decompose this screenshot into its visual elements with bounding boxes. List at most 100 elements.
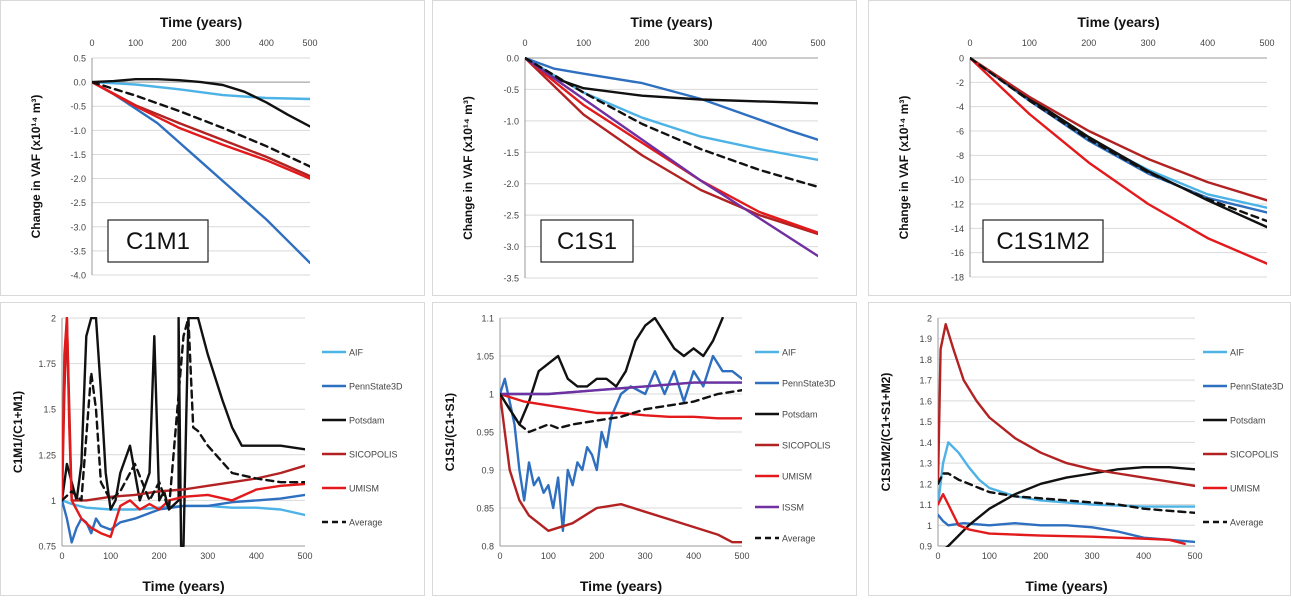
series-line-aif <box>938 441 1195 508</box>
y-tick-label: -4.0 <box>70 271 86 281</box>
series-line-average <box>970 57 1267 223</box>
x-tick-label: 100 <box>541 551 556 561</box>
y-tick-label: 0.9 <box>481 466 494 476</box>
y-tick-label: -18 <box>951 273 964 283</box>
legend-label: Potsdam <box>349 416 385 426</box>
x-tick-label: 100 <box>982 551 997 561</box>
x-tick-label: 0 <box>967 38 972 48</box>
chart-title: Time (years) <box>160 14 242 30</box>
series-line-umism <box>938 493 1186 546</box>
x-tick-label: 400 <box>686 551 701 561</box>
x-tick-label: 100 <box>1022 38 1037 48</box>
x-tick-label: 500 <box>810 38 825 48</box>
chart-p4: 2 1.75 1.5 1.25 1 0.750 100 200 300 400 500 Time (y… <box>0 302 425 596</box>
legend-label: UMISM <box>1230 484 1260 494</box>
y-tick-label: 1.2 <box>919 479 932 489</box>
y-tick-label: -3.5 <box>503 274 519 284</box>
series-group <box>938 323 1195 547</box>
y-tick-label: -2.5 <box>70 198 86 208</box>
series-line-pennstate3d <box>525 57 818 141</box>
legend-label: Potsdam <box>782 410 818 420</box>
y-tick-label: 1.9 <box>919 334 932 344</box>
y-tick-label: 0.0 <box>506 54 519 64</box>
series-line-issm <box>525 57 818 258</box>
y-tick-label: -3.0 <box>503 242 519 252</box>
chart-p1: 0.5 0.0 -0.5 -1.0 -1.5 -2.0 -2.5 -3.0 -3.5 -4.0 0 1… <box>0 0 425 296</box>
legend-label: SICOPOLIS <box>1230 450 1279 460</box>
series-line-sicopolis <box>525 57 818 236</box>
label-box <box>982 219 1104 263</box>
panel-frame <box>0 0 425 296</box>
y-tick-label: -2 <box>956 78 964 88</box>
series-group <box>92 77 310 265</box>
x-tick-label: 300 <box>215 38 230 48</box>
y-tick-label: 1 <box>927 521 932 531</box>
y-tick-label: -1.5 <box>503 148 519 158</box>
y-tick-label: 1.4 <box>919 438 932 448</box>
x-tick-label: 200 <box>1081 38 1096 48</box>
x-axis-label: Time (years) <box>1025 578 1107 594</box>
label-box <box>540 219 634 263</box>
y-tick-label: 0.75 <box>38 542 56 552</box>
y-tick-label: -8 <box>956 151 964 161</box>
series-line-pennstate3d <box>92 80 310 265</box>
legend-label: Potsdam <box>1230 416 1266 426</box>
label-box-text: C1S1M2 <box>996 228 1089 255</box>
series-line-average <box>62 317 305 511</box>
y-tick-label: -3.5 <box>70 246 86 256</box>
y-tick-label: 0.85 <box>476 504 494 514</box>
y-tick-label: 1.8 <box>919 355 932 365</box>
series-line-average <box>500 389 742 434</box>
series-group <box>62 317 305 547</box>
y-tick-label: 0.5 <box>73 54 86 64</box>
y-tick-label: 2 <box>51 314 56 324</box>
x-tick-label: 500 <box>734 551 749 561</box>
x-tick-label: 500 <box>297 551 312 561</box>
series-line-sicopolis <box>938 323 1195 488</box>
x-tick-label: 200 <box>635 38 650 48</box>
series-line-aif <box>525 57 818 162</box>
y-tick-label: -1.0 <box>70 126 86 136</box>
x-tick-label: 0 <box>935 551 940 561</box>
legend-label: UMISM <box>349 484 379 494</box>
legend-label: AIF <box>349 348 364 358</box>
y-tick-label: -4 <box>956 102 964 112</box>
x-tick-label: 0 <box>59 551 64 561</box>
series-line-average <box>92 80 310 168</box>
y-tick-label: 1.6 <box>919 396 932 406</box>
y-axis-label: Change in VAF (x10¹⁴ m³) <box>897 96 911 240</box>
chart-title: Time (years) <box>630 14 712 30</box>
legend-label: UMISM <box>782 472 812 482</box>
legend-label: Average <box>349 518 382 528</box>
x-tick-label: 300 <box>638 551 653 561</box>
label-box <box>107 219 209 263</box>
y-tick-label: -2.0 <box>503 179 519 189</box>
y-tick-label: 0.0 <box>73 78 86 88</box>
label-box-text: C1S1 <box>557 228 617 255</box>
y-tick-label: 0.95 <box>476 428 494 438</box>
x-tick-label: 300 <box>1141 38 1156 48</box>
y-tick-label: 0 <box>959 54 964 64</box>
y-tick-label: 1.25 <box>38 450 56 460</box>
legend-label: PennState3D <box>782 379 836 389</box>
y-axis-label: Change in VAF (x10¹⁴ m³) <box>29 95 43 239</box>
chart-title: Time (years) <box>1077 14 1159 30</box>
x-axis-label: Time (years) <box>580 578 662 594</box>
y-tick-label: 2 <box>927 314 932 324</box>
series-line-issm <box>500 381 742 396</box>
series-line-potsdam <box>62 317 305 547</box>
series-line-aif <box>92 80 310 101</box>
x-tick-label: 400 <box>259 38 274 48</box>
series-line-umism <box>62 317 305 539</box>
x-tick-label: 0 <box>497 551 502 561</box>
legend-label: PennState3D <box>349 382 403 392</box>
y-tick-label: 1.05 <box>476 352 494 362</box>
series-group <box>500 317 742 544</box>
legend-label: PennState3D <box>1230 382 1284 392</box>
series-group <box>970 57 1267 265</box>
y-tick-label: -14 <box>951 224 964 234</box>
series-line-potsdam <box>945 466 1195 547</box>
y-tick-label: -0.5 <box>503 85 519 95</box>
x-tick-label: 500 <box>302 38 317 48</box>
